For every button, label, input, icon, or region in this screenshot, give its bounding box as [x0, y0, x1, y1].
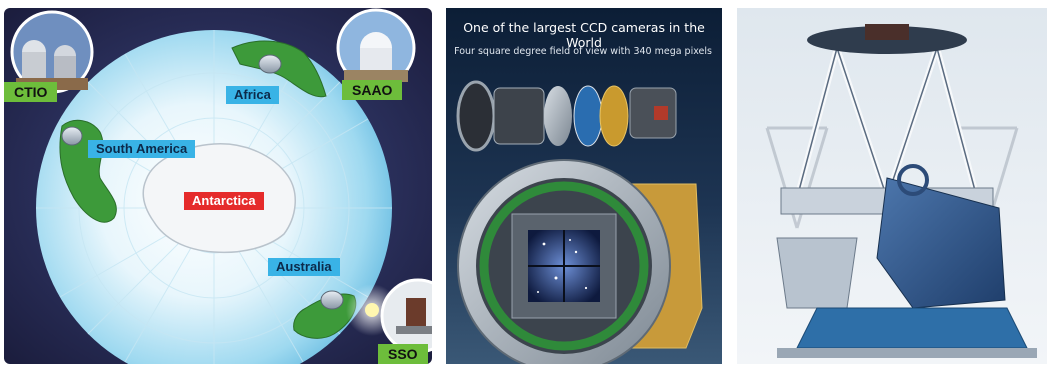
- telescope-mirror-cell: [876, 177, 1006, 309]
- ccd-focal-plane: [457, 159, 671, 364]
- ccd-camera-illustration: [446, 8, 722, 364]
- southern-hemisphere-map-panel: CTIO SAAO SSO Africa South America Antar…: [4, 8, 432, 364]
- ccd-camera-panel: One of the largest CCD cameras in the Wo…: [446, 8, 722, 364]
- sso-site-photo: [380, 278, 432, 354]
- telescope-illustration: [737, 8, 1047, 364]
- site-label-saao: SAAO: [342, 80, 403, 100]
- telescope-mount-left: [776, 237, 858, 309]
- continent-label-africa: Africa: [226, 86, 279, 104]
- saao-site-photo: [336, 8, 416, 88]
- map-illustration: [4, 8, 432, 364]
- continent-label-australia: Australia: [268, 258, 340, 276]
- telescope-base: [796, 307, 1028, 349]
- ctio-site-photo: [10, 10, 94, 94]
- continent-label-south-america: South America: [88, 140, 196, 158]
- observatory-dome-icon: [61, 54, 344, 310]
- site-label-sso: SSO: [378, 344, 428, 364]
- camera-exploded-parts: [456, 80, 677, 152]
- continent-label-antarctica: Antarctica: [184, 192, 264, 210]
- site-label-ctio: CTIO: [4, 82, 58, 102]
- camera-title: One of the largest CCD cameras in the Wo…: [463, 20, 705, 50]
- telescope-panel: [737, 8, 1047, 364]
- camera-subtitle: Four square degree field of view with 34…: [454, 46, 712, 57]
